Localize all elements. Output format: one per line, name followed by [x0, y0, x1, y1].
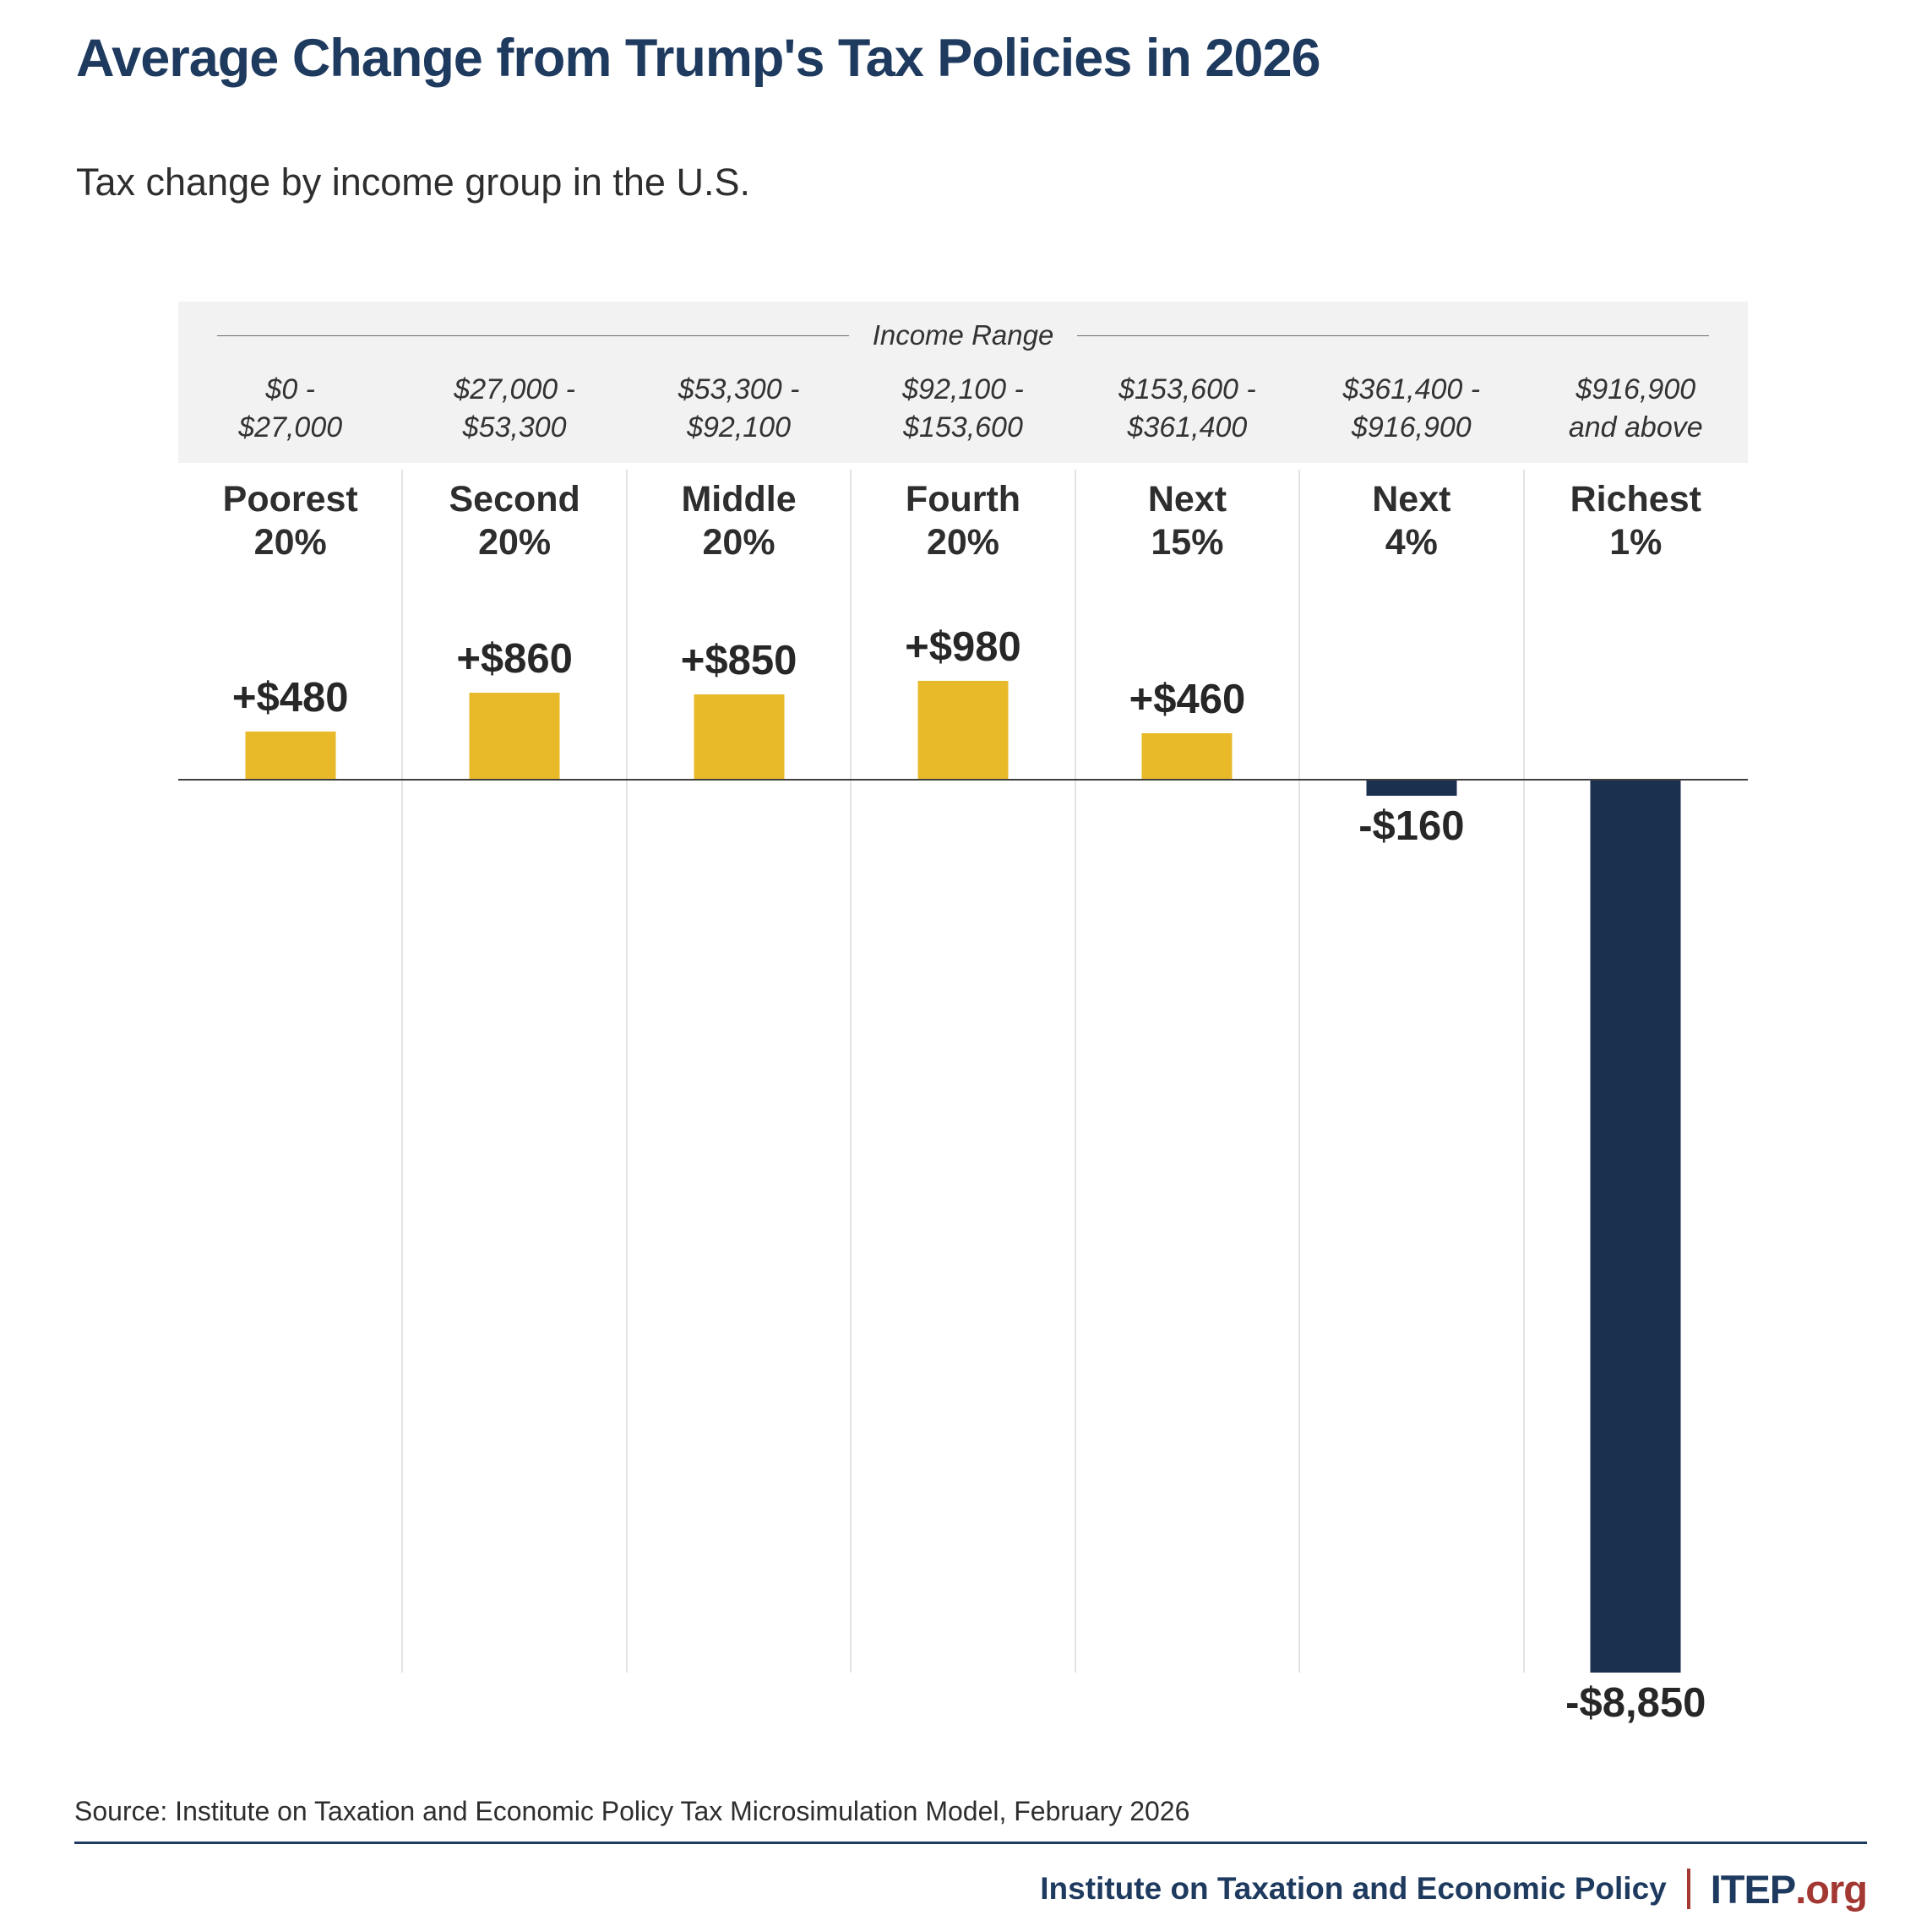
- footer-org-name: Institute on Taxation and Economic Polic…: [1040, 1871, 1667, 1906]
- category-label: Middle 20%: [681, 479, 797, 563]
- chart-column: Middle 20% +$850: [627, 463, 851, 1673]
- income-range-value: $153,600 - $361,400: [1118, 373, 1256, 443]
- footer-divider: [74, 1842, 1867, 1844]
- income-range-label: Income Range: [872, 319, 1054, 351]
- chart-column: Next 4% -$160: [1299, 463, 1523, 1673]
- column-separator: [1522, 470, 1525, 1673]
- income-range-value: $27,000 - $53,300: [454, 373, 575, 443]
- category-label: Next 4%: [1372, 479, 1451, 563]
- income-ranges-row: $0 - $27,000 $27,000 - $53,300 $53,300 - $92,…: [178, 371, 1748, 447]
- itep-logo-main: ITEP: [1710, 1866, 1796, 1912]
- bar: [245, 732, 336, 780]
- footer-pipe-separator: [1686, 1869, 1690, 1909]
- value-label: +$460: [1129, 677, 1246, 722]
- category-label: Richest 1%: [1570, 479, 1701, 563]
- column-separator: [1298, 470, 1301, 1673]
- income-range-rule-right: [1077, 335, 1710, 336]
- column-separator: [401, 470, 404, 1673]
- bar: [1590, 780, 1681, 1673]
- income-range-title-row: Income Range: [178, 319, 1748, 351]
- chart-column: Poorest 20% +$480: [178, 463, 402, 1673]
- chart-column: Richest 1% -$8,850: [1524, 463, 1748, 1724]
- income-range-header: Income Range $0 - $27,000 $27,000 - $53,300…: [178, 302, 1748, 463]
- chart-column: Next 15% +$460: [1075, 463, 1299, 1673]
- category-label: Poorest 20%: [222, 479, 358, 563]
- zero-baseline: [178, 779, 1748, 781]
- page-subtitle: Tax change by income group in the U.S.: [76, 160, 750, 204]
- source-text: Source: Institute on Taxation and Econom…: [74, 1796, 1190, 1826]
- column-separator: [625, 470, 628, 1673]
- value-label: +$860: [456, 636, 573, 682]
- income-range-rule-left: [217, 335, 849, 336]
- tax-change-bar-chart: Income Range $0 - $27,000 $27,000 - $53,300…: [178, 302, 1748, 1724]
- bar: [1366, 780, 1457, 796]
- column-separator: [850, 470, 852, 1673]
- income-range-value: $916,900 and above: [1568, 373, 1703, 443]
- category-label: Next 15%: [1147, 479, 1227, 563]
- income-range-value: $361,400 - $916,900: [1342, 373, 1481, 443]
- chart-column: Fourth 20% +$980: [851, 463, 1075, 1673]
- page-title: Average Change from Trump's Tax Policies…: [76, 29, 1321, 88]
- value-label: +$480: [231, 675, 349, 721]
- itep-logo-suffix: .org: [1795, 1866, 1868, 1912]
- bar: [694, 694, 785, 780]
- category-label: Fourth 20%: [905, 479, 1021, 563]
- bar: [469, 693, 560, 780]
- chart-column: Second 20% +$860: [402, 463, 626, 1673]
- income-range-value: $92,100 - $153,600: [902, 373, 1024, 443]
- value-label: +$980: [905, 624, 1021, 670]
- category-label: Second 20%: [449, 479, 580, 563]
- value-label: -$160: [1358, 803, 1465, 849]
- value-label: +$850: [680, 638, 797, 683]
- bar: [917, 681, 1009, 780]
- column-separator: [1074, 470, 1076, 1673]
- bar: [1141, 733, 1233, 780]
- value-label: -$8,850: [1565, 1680, 1706, 1726]
- income-range-value: $0 - $27,000: [238, 373, 343, 443]
- income-range-value: $53,300 - $92,100: [678, 373, 800, 443]
- footer: Institute on Taxation and Economic Polic…: [1040, 1865, 1868, 1912]
- chart-columns: Poorest 20% +$480 Second 20% +$860 Middle 20% +$…: [178, 463, 1748, 1724]
- itep-logo: ITEP.org: [1710, 1866, 1868, 1912]
